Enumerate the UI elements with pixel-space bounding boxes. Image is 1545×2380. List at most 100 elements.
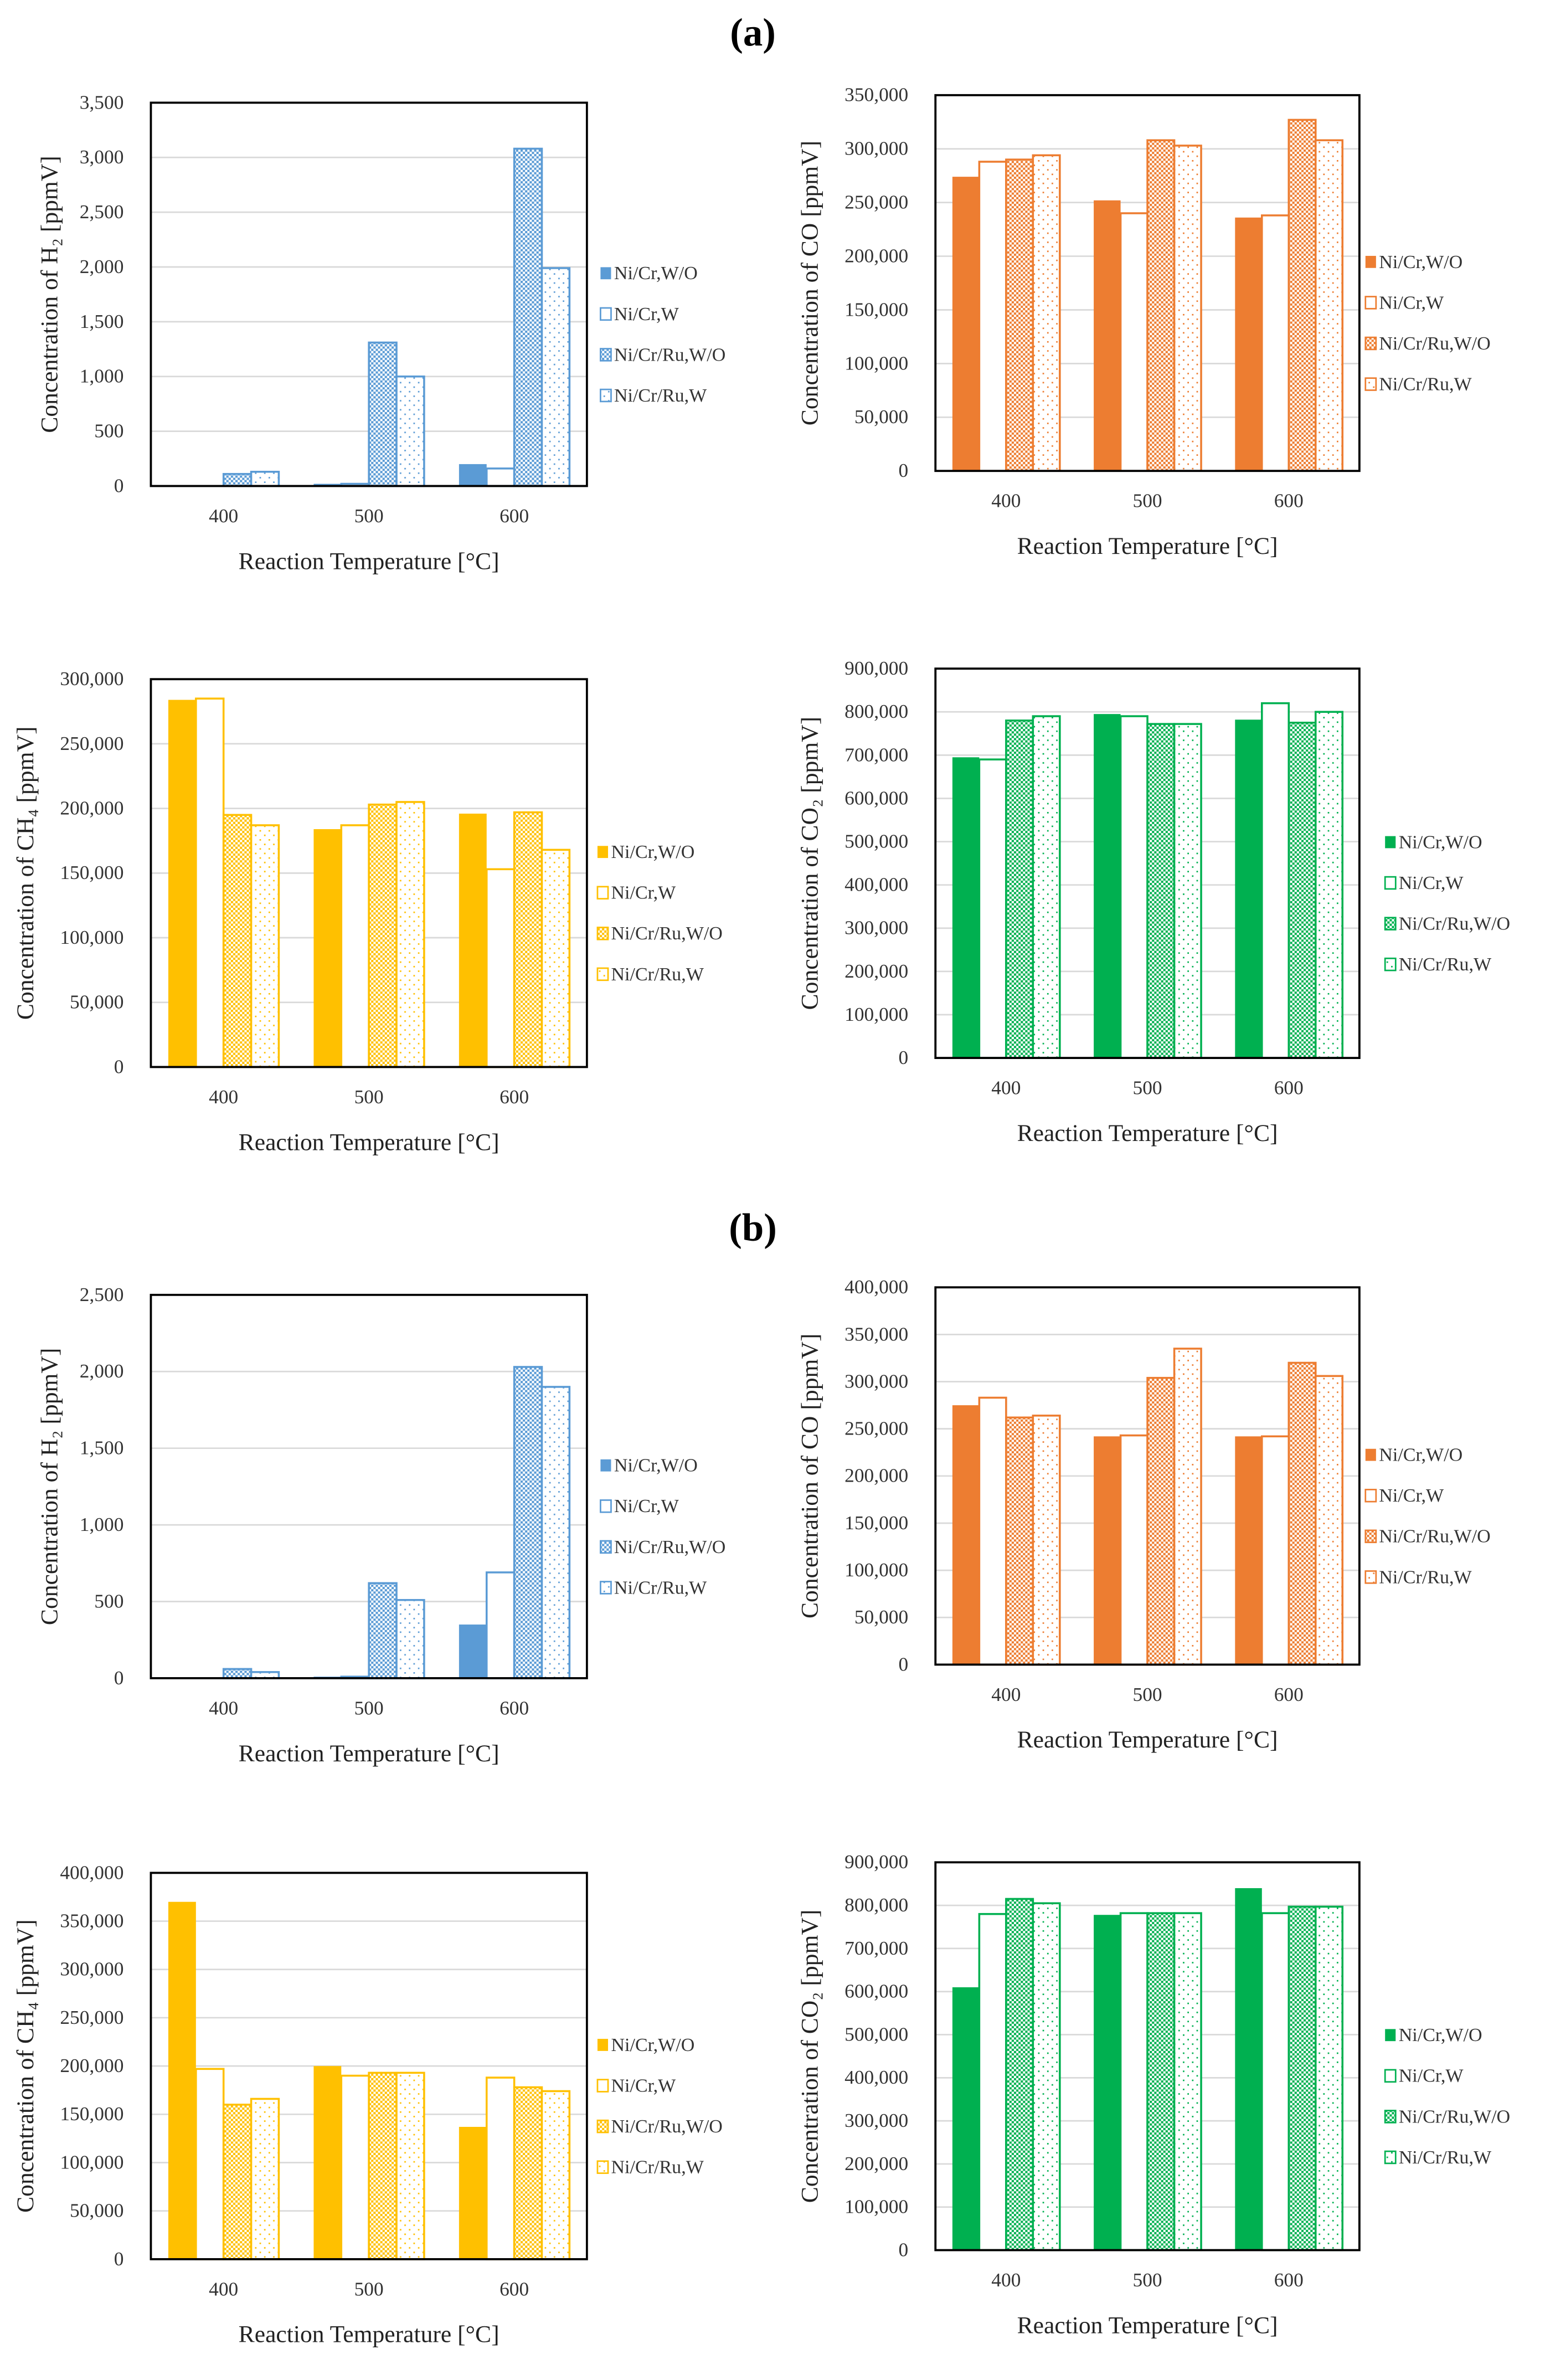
y-tick-label: 500 — [94, 420, 123, 442]
y-tick-label: 800,000 — [844, 1894, 908, 1916]
legend-label: Ni/Cr,W/O — [1379, 1445, 1462, 1466]
bar-nicrruw-600 — [1314, 139, 1344, 472]
x-tick-label: 500 — [354, 2278, 384, 2300]
legend-label: Ni/Cr,W/O — [611, 842, 694, 862]
y-tick-label: 900,000 — [844, 1850, 908, 1873]
y-tick-label: 0 — [114, 1667, 124, 1689]
legend-swatch — [600, 1581, 612, 1595]
legend-swatch — [1384, 2069, 1397, 2083]
bar-nicrruw-600 — [1314, 1905, 1344, 2252]
y-tick-label: 700,000 — [844, 1937, 908, 1959]
plot-frame — [150, 678, 588, 1068]
legend-label: Ni/Cr,W/O — [611, 2035, 694, 2055]
bar-nicrruwo-600 — [1288, 1361, 1317, 1666]
y-tick-label: 400,000 — [844, 2066, 908, 2088]
y-tick-label: 2,000 — [80, 255, 124, 277]
y-axis-label: Concentration of CO₂ [ppmV] — [797, 717, 823, 1010]
bar-nicrruw-500 — [1173, 145, 1202, 472]
legend-label: Ni/Cr/Ru,W/O — [614, 345, 725, 365]
plot-frame — [150, 1293, 588, 1679]
legend-label: Ni/Cr/Ru,W/O — [1399, 2106, 1510, 2127]
legend-swatch — [600, 1499, 612, 1513]
y-tick-label: 300,000 — [60, 667, 123, 690]
bar-nicrw-600 — [485, 2076, 516, 2260]
y-tick-label: 800,000 — [844, 700, 908, 722]
legend-swatch — [600, 388, 612, 403]
bar-nicrruwo-400 — [222, 472, 253, 487]
y-tick-label: 200,000 — [60, 2054, 123, 2076]
bar-nicrwo-600 — [1235, 719, 1262, 1058]
bar-nicrw-400 — [978, 1396, 1007, 1666]
y-tick-label: 900,000 — [844, 657, 908, 679]
y-tick-label: 300,000 — [60, 1958, 123, 1980]
bar-nicrwo-400 — [952, 1405, 980, 1665]
bar-nicrruw-500 — [395, 1598, 425, 1679]
bar-nicrwo-500 — [313, 829, 342, 1067]
legend-swatch — [1364, 296, 1377, 310]
y-tick-label: 150,000 — [60, 861, 123, 883]
bar-nicrw-500 — [340, 824, 370, 1068]
y-axis-label: Concentration of CO [ppmV] — [797, 141, 823, 425]
y-tick-label: 1,000 — [80, 1513, 124, 1535]
legend: Ni/Cr,W/O Ni/Cr,W Ni/Cr/Ru,W/O Ni/Cr/Ru,W — [1384, 2025, 1510, 2168]
bar-nicrruwo-600 — [513, 1366, 543, 1679]
legend-label: Ni/Cr/Ru,W — [1399, 2147, 1492, 2168]
legend-swatch — [1384, 917, 1397, 931]
x-tick-label: 500 — [354, 505, 384, 527]
x-tick-label: 500 — [354, 1086, 384, 1108]
y-axis-label: Concentration of H₂ [ppmV] — [37, 156, 63, 433]
legend-swatch — [1364, 1529, 1377, 1544]
bar-nicrwo-500 — [313, 484, 342, 486]
legend-label: Ni/Cr/Ru,W — [1379, 1567, 1472, 1587]
bar-nicrwo-600 — [459, 813, 487, 1067]
x-tick-label: 500 — [1133, 490, 1162, 512]
bar-nicrwo-400 — [952, 1987, 980, 2250]
x-tick-label: 500 — [1133, 2269, 1162, 2291]
legend-label: Ni/Cr,W/O — [614, 263, 698, 284]
chart-b-co: 0 50,000 100,000 150,000 200,000 250,000 300,0… — [797, 1276, 1491, 1753]
x-tick-label: 600 — [1274, 1076, 1304, 1098]
legend-label: Ni/Cr/Ru,W — [611, 964, 704, 985]
y-tick-label: 300,000 — [844, 1370, 908, 1392]
bar-nicrruwo-400 — [222, 814, 253, 1068]
bar-nicrruw-500 — [395, 2071, 425, 2260]
legend-label: Ni/Cr,W — [1379, 292, 1444, 313]
legend-label: Ni/Cr,W — [1399, 2066, 1464, 2086]
legend-label: Ni/Cr/Ru,W/O — [1399, 914, 1510, 934]
bar-nicrruwo-500 — [368, 2071, 398, 2260]
legend-swatch — [600, 307, 612, 321]
y-tick-label: 150,000 — [844, 1512, 908, 1534]
legend-swatch — [596, 967, 609, 981]
bar-nicrruwo-600 — [1288, 722, 1317, 1059]
y-tick-label: 1,500 — [80, 310, 124, 332]
legend-label: Ni/Cr/Ru,W — [614, 1577, 707, 1598]
bar-nicrw-500 — [1119, 715, 1149, 1059]
plot-frame — [934, 1861, 1361, 2252]
legend: Ni/Cr,W/O Ni/Cr,W Ni/Cr/Ru,W/O Ni/Cr/Ru,W — [1364, 1445, 1491, 1587]
y-tick-label: 200,000 — [844, 2152, 908, 2175]
x-axis-label: Reaction Temperature [°C] — [1017, 1726, 1278, 1753]
y-tick-label: 350,000 — [844, 84, 908, 106]
legend-swatch — [1365, 1448, 1376, 1461]
bar-nicrw-400 — [978, 758, 1007, 1059]
legend-swatch — [1364, 336, 1377, 351]
y-tick-label: 150,000 — [60, 2103, 123, 2125]
bar-nicrruw-400 — [1032, 1902, 1061, 2252]
y-tick-label: 700,000 — [844, 743, 908, 765]
bar-nicrwo-600 — [459, 464, 487, 486]
plot-frame — [934, 667, 1361, 1060]
bar-nicrruw-400 — [250, 824, 280, 1068]
legend-swatch — [1365, 255, 1376, 268]
bar-nicrwo-400 — [952, 177, 980, 471]
legend-swatch — [597, 846, 609, 859]
bar-nicrruw-600 — [540, 849, 571, 1068]
x-axis-label: Reaction Temperature [°C] — [239, 2321, 499, 2348]
y-tick-label: 3,500 — [80, 91, 124, 113]
legend-label: Ni/Cr,W/O — [614, 1456, 698, 1476]
y-tick-label: 100,000 — [844, 1003, 908, 1025]
y-tick-label: 3,000 — [80, 146, 124, 168]
panel-label-a: (a) — [730, 11, 776, 54]
x-tick-label: 600 — [499, 1697, 529, 1719]
y-tick-label: 500 — [94, 1590, 123, 1612]
y-tick-label: 0 — [899, 459, 909, 481]
